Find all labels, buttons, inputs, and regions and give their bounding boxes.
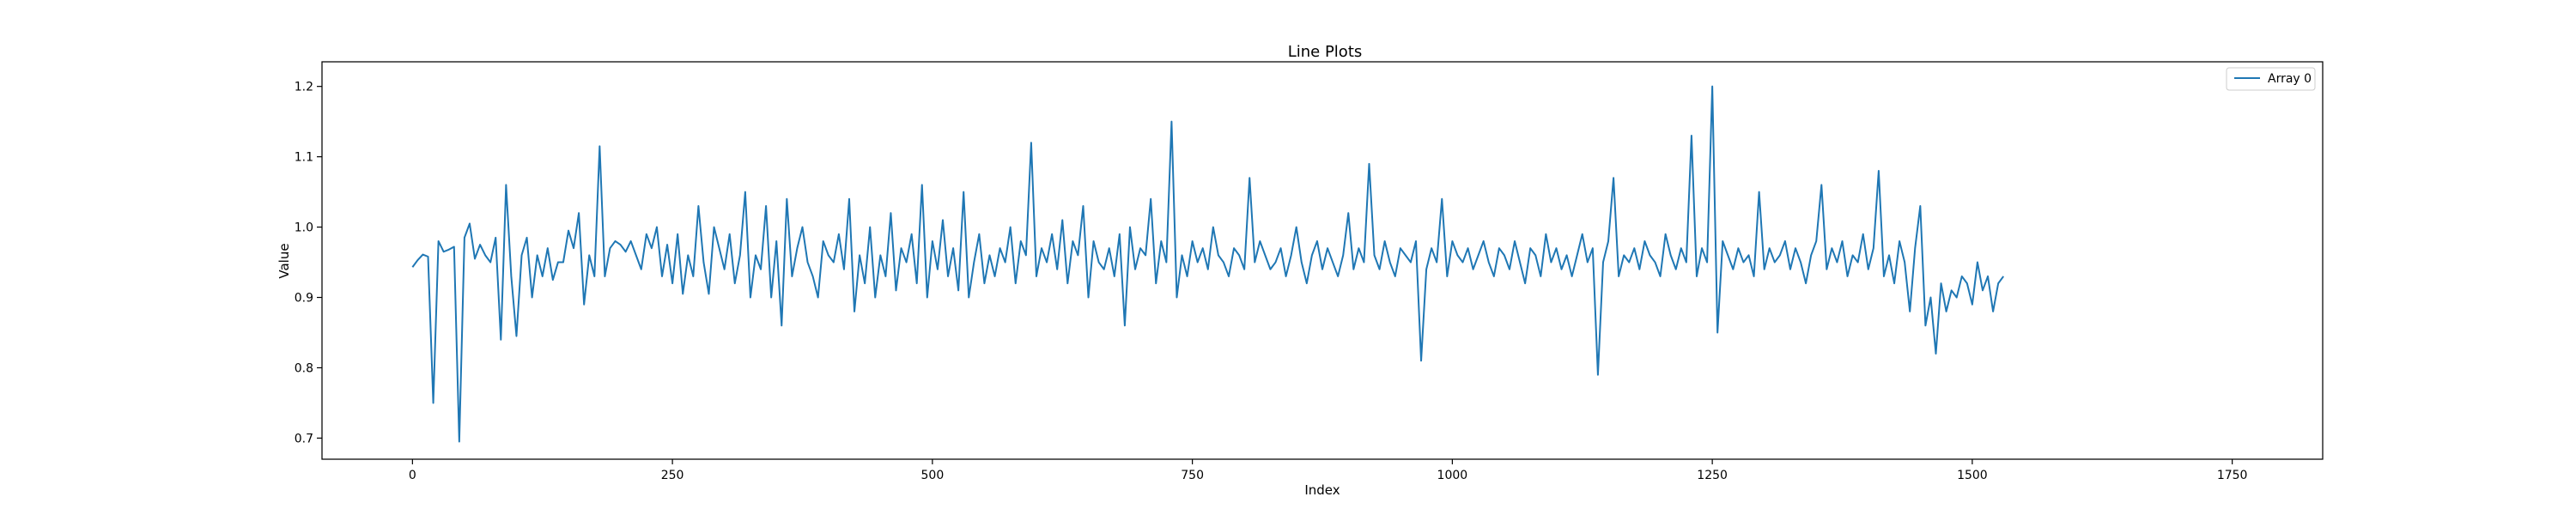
plot-frame: [321, 61, 2324, 460]
x-tick-label: 500: [921, 469, 945, 482]
x-tick-label: 0: [409, 469, 416, 482]
y-tick-label: 1.2: [295, 81, 313, 94]
x-tick-label: 1000: [1437, 469, 1468, 482]
legend-label-array-0: Array 0: [2268, 72, 2312, 86]
legend: Array 0: [2226, 67, 2316, 91]
x-tick-label: 1500: [1957, 469, 1988, 482]
y-tick-label: 0.9: [295, 292, 313, 306]
x-tick-label: 1250: [1697, 469, 1728, 482]
y-axis-label: Value: [276, 243, 292, 278]
y-axis-ticks: 0.7 0.8 0.9 1.0 1.1 1.2: [295, 81, 322, 445]
x-tick-label: 1750: [2217, 469, 2248, 482]
series-line-array-0: [411, 85, 2005, 443]
x-axis-label: Index: [1304, 482, 1340, 498]
y-tick-label: 1.0: [295, 221, 313, 235]
chart-title: Line Plots: [1288, 43, 1363, 61]
plot-area: [411, 85, 2005, 443]
legend-box: [2226, 67, 2316, 91]
y-tick-label: 1.1: [295, 151, 313, 165]
y-tick-label: 0.8: [295, 361, 313, 375]
x-axis-ticks: 0 250 500 750 1000 1250 1500 1750: [409, 459, 2248, 482]
y-tick-label: 0.7: [295, 432, 313, 445]
x-tick-label: 250: [661, 469, 684, 482]
x-tick-label: 750: [1181, 469, 1204, 482]
